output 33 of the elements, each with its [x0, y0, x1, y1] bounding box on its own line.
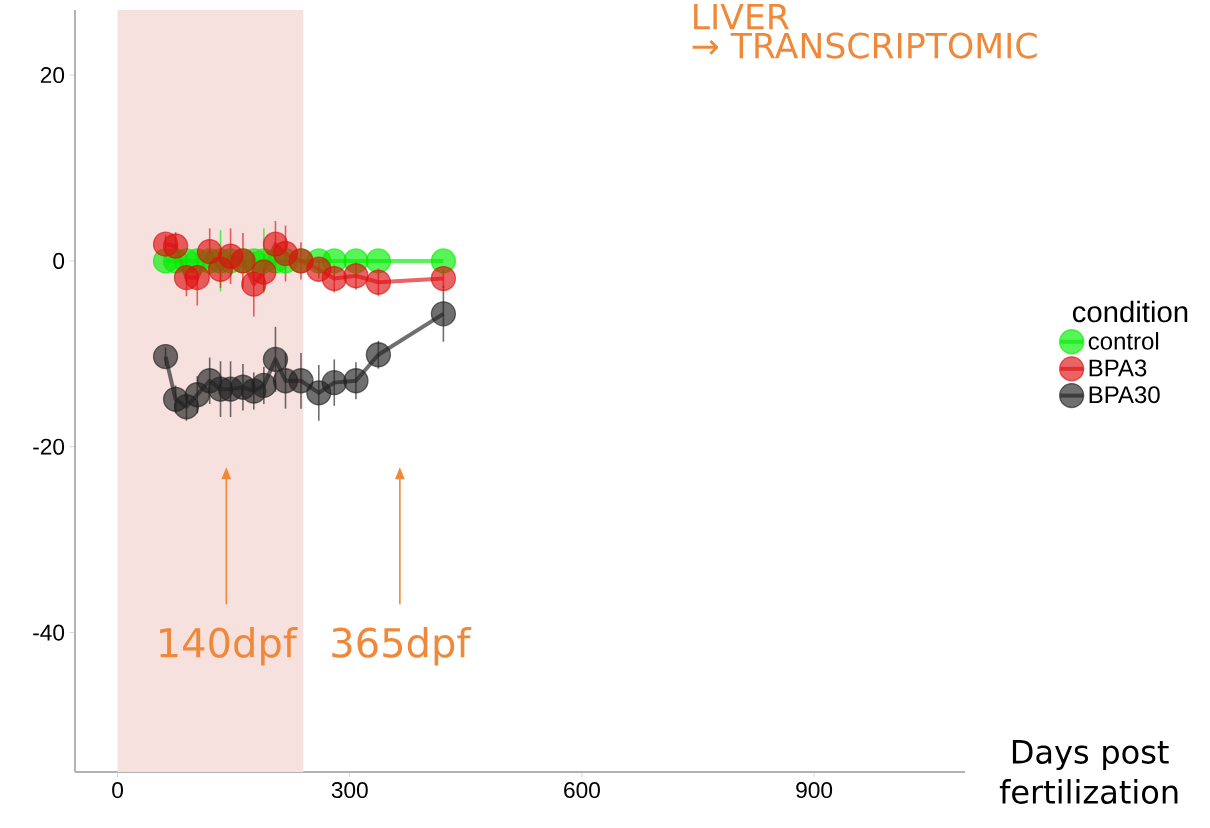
annotation: → TRANSCRIPTOMIC	[692, 32, 1037, 59]
x-tick-label: 300	[331, 782, 368, 799]
point	[321, 369, 347, 396]
x-tick-label: 900	[796, 782, 833, 799]
point	[184, 264, 210, 291]
y-tick-label: 20	[40, 67, 65, 84]
point	[306, 256, 332, 282]
point	[343, 368, 369, 394]
annotation: 140dpf	[160, 626, 298, 666]
point	[430, 265, 457, 292]
point	[152, 343, 179, 370]
point	[321, 265, 347, 292]
legend-label: BPA30	[1089, 386, 1160, 404]
annotation: 365dpf	[332, 626, 472, 666]
point	[343, 263, 369, 289]
x-axis-title: Days post fertilization	[999, 740, 1178, 804]
point	[288, 368, 314, 394]
legend-title: condition	[1072, 300, 1188, 323]
point	[162, 233, 189, 259]
y-tick-label: -20	[33, 438, 65, 455]
point	[430, 301, 457, 327]
point	[365, 342, 392, 368]
x-tick-label: 600	[564, 782, 600, 799]
annotation: LIVER	[694, 3, 789, 30]
point	[262, 346, 289, 373]
point	[365, 269, 392, 295]
legend-label: control	[1088, 332, 1159, 350]
x-tick-label: 0	[112, 782, 123, 799]
y-tick-label: 0	[53, 252, 65, 269]
legend-label: BPA3	[1089, 359, 1147, 377]
y-tick-label: -40	[33, 624, 65, 641]
point	[365, 248, 392, 274]
point	[251, 259, 277, 285]
